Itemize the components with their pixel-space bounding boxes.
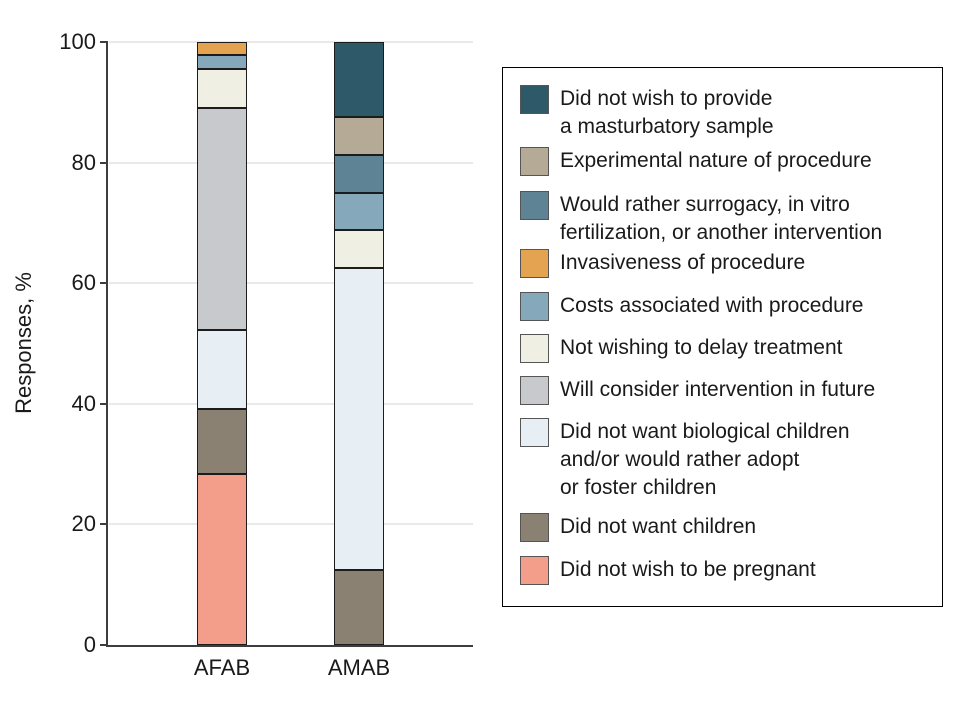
bar-segment-did-not-wish-to-be-pregnant bbox=[197, 474, 247, 645]
legend-item-label: Would rather surrogacy, in vitro fertiliz… bbox=[560, 191, 882, 247]
y-axis-title: Responses, % bbox=[11, 272, 36, 414]
legend-swatch-icon bbox=[520, 334, 549, 363]
y-tick-label-0: 0 bbox=[83, 632, 96, 657]
gridline-100 bbox=[109, 41, 473, 43]
y-tick-0 bbox=[100, 644, 108, 646]
legend-label-line: Not wishing to delay treatment bbox=[560, 336, 843, 359]
bar-segment-did-not-want-children bbox=[334, 569, 384, 645]
legend-item-label: Invasiveness of procedure bbox=[560, 249, 805, 277]
y-tick-60 bbox=[100, 282, 108, 285]
legend-label-line: and/or would rather adopt bbox=[560, 448, 800, 471]
y-tick-20 bbox=[100, 523, 108, 526]
y-tick-80 bbox=[100, 161, 108, 164]
legend-swatch-icon bbox=[520, 249, 549, 278]
bar-segment-did-not-wish-to-provide-a-masturbatory-s bbox=[334, 42, 384, 118]
legend-item-label: Did not wish to provide a masturbatory sa… bbox=[560, 85, 774, 141]
y-tick-label-60: 60 bbox=[71, 270, 96, 296]
bar-segment-would-rather-surrogacy-in-vitro-fertiliz bbox=[334, 155, 384, 193]
legend-item-label: Did not want children bbox=[560, 513, 756, 541]
bar-segment-costs-associated-with-procedure bbox=[197, 55, 247, 69]
legend-swatch-icon bbox=[520, 556, 549, 585]
legend-swatch-icon bbox=[520, 85, 549, 114]
legend-label-line: Did not want biological children bbox=[560, 420, 850, 443]
y-axis-line bbox=[106, 42, 108, 647]
legend-label-line: Costs associated with procedure bbox=[560, 294, 864, 317]
bar-segment-experimental-nature-of-procedure bbox=[334, 117, 384, 156]
legend-label-line: Experimental nature of procedure bbox=[560, 149, 872, 172]
y-tick-40 bbox=[100, 402, 108, 405]
x-axis-label-amab: AMAB bbox=[327, 655, 391, 680]
legend-label-line: a masturbatory sample bbox=[560, 115, 774, 138]
y-tick-label-80: 80 bbox=[71, 149, 96, 175]
y-tick-100 bbox=[100, 41, 108, 43]
legend-label-line: Did not wish to be pregnant bbox=[560, 558, 816, 581]
legend-swatch-icon bbox=[520, 418, 549, 447]
legend-label-line: or foster children bbox=[560, 476, 717, 499]
bar-segment-invasiveness-of-procedure bbox=[197, 42, 247, 56]
legend-label-line: Did not want children bbox=[560, 515, 757, 538]
bar-segment-not-wishing-to-delay-treatment bbox=[197, 68, 247, 108]
legend-label-line: Would rather surrogacy, in vitro bbox=[560, 193, 850, 216]
legend-label-line: Will consider intervention in future bbox=[560, 378, 876, 401]
legend-swatch-icon bbox=[520, 513, 549, 542]
bar-segment-did-not-want-children bbox=[197, 408, 247, 475]
legend: Did not wish to provide a masturbatory sa… bbox=[502, 67, 943, 607]
y-tick-label-20: 20 bbox=[71, 511, 96, 537]
y-tick-label-40: 40 bbox=[71, 390, 96, 416]
legend-swatch-icon bbox=[520, 147, 549, 176]
legend-item-label: Did not want biological children and/or w… bbox=[560, 418, 850, 502]
legend-swatch-icon bbox=[520, 191, 549, 220]
bar-segment-costs-associated-with-procedure bbox=[334, 192, 384, 231]
legend-item-label: Did not wish to be pregnant bbox=[560, 556, 816, 584]
bar-segment-not-wishing-to-delay-treatment bbox=[334, 230, 384, 269]
legend-label-line: fertilization, or another intervention bbox=[560, 221, 883, 244]
bar-segment-did-not-want-biological-children-and-or- bbox=[334, 268, 384, 570]
legend-swatch-icon bbox=[520, 376, 549, 405]
x-axis-line bbox=[106, 645, 473, 647]
x-axis-label-afab: AFAB bbox=[193, 655, 251, 680]
gridline-40 bbox=[109, 402, 473, 405]
legend-swatch-icon bbox=[520, 292, 549, 321]
gridline-20 bbox=[109, 523, 473, 526]
legend-item-label: Will consider intervention in future bbox=[560, 376, 875, 404]
legend-item-label: Costs associated with procedure bbox=[560, 292, 864, 320]
legend-label-line: Invasiveness of procedure bbox=[560, 251, 806, 274]
legend-label-line: Did not wish to provide bbox=[560, 87, 773, 110]
bar-segment-did-not-want-biological-children-and-or- bbox=[197, 330, 247, 409]
y-tick-label-100: 100 bbox=[59, 29, 96, 54]
legend-item-label: Experimental nature of procedure bbox=[560, 147, 872, 175]
gridline-80 bbox=[109, 161, 473, 164]
gridline-60 bbox=[109, 282, 473, 285]
bar-segment-will-consider-intervention-in-future bbox=[197, 107, 247, 331]
legend-item-label: Not wishing to delay treatment bbox=[560, 334, 842, 362]
